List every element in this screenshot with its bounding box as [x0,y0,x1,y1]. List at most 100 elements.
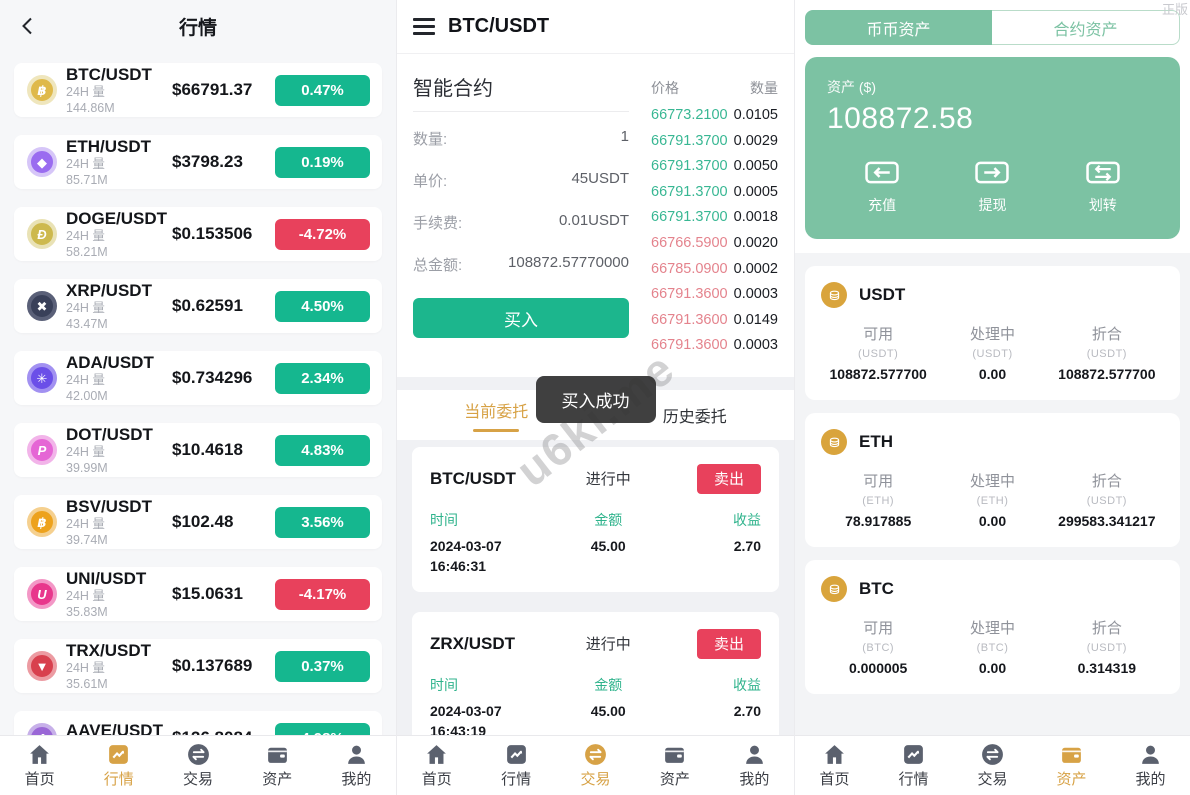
volume-value: 43.47M [66,316,108,331]
market-row-eth[interactable]: ◆ ETH/USDT 24H 量 85.71M $3798.23 0.19% [14,135,382,189]
user-icon [1138,742,1163,767]
book-row[interactable]: 66766.5900 0.0020 [651,234,778,251]
nav-assets[interactable]: 资产 [635,742,714,789]
tab-contract-assets[interactable]: 合约资产 [992,10,1180,45]
nav-assets[interactable]: 资产 [238,742,317,789]
order-amount: 45.00 [590,537,626,554]
order-status: 进行中 [585,636,631,654]
pair-label: UNI/USDT [66,568,147,588]
book-row[interactable]: 66791.3700 0.0029 [651,132,778,149]
assets-tabs: 币币资产 合约资产 [805,10,1180,45]
recharge-button[interactable]: 充值 [827,158,937,215]
transfer-button[interactable]: 划转 [1048,158,1158,215]
book-row[interactable]: 66791.3600 0.0149 [651,311,778,328]
order-profit: 2.70 [733,537,761,554]
volume-label: 24H 量 [66,660,105,675]
price-value: $0.734296 [172,368,253,387]
market-row-trx[interactable]: ▼ TRX/USDT 24H 量 35.61M $0.137689 0.37% [14,639,382,693]
eth-coin-icon: ◆ [27,147,57,177]
book-row[interactable]: 66785.0900 0.0002 [651,260,778,277]
toast-message: 买入成功 [535,376,656,423]
wallet-icon [1059,742,1084,767]
assets-panel: 正版 币币资产 合约资产 资产 ($) 108872.58 充值 提现 划转 U… [795,0,1190,795]
coin-stack-icon [821,576,847,602]
trx-coin-icon: ▼ [27,651,57,681]
asset-cards: USDT 可用 (USDT) 108872.577700 处理中 (USDT) 0.00… [795,253,1190,694]
nav-trade[interactable]: 交易 [158,742,237,789]
volume-value: 85.71M [66,172,108,187]
asset-card-eth[interactable]: ETH 可用 (ETH) 78.917885 处理中 (ETH) 0.00 折合 (USD… [805,413,1180,547]
unit-price-label: 单价: [413,173,448,190]
market-row-ada[interactable]: ✳ ADA/USDT 24H 量 42.00M $0.734296 2.34% [14,351,382,405]
market-row-btc[interactable]: ฿ BTC/USDT 24H 量 144.86M $66791.37 0.47% [14,63,382,117]
back-icon[interactable] [16,14,40,38]
market-row-doge[interactable]: Đ DOGE/USDT 24H 量 58.21M $0.153506 -4.72% [14,207,382,261]
pair-label: DOT/USDT [66,424,153,444]
book-price-header: 价格 [651,80,679,96]
asset-card-usdt[interactable]: USDT 可用 (USDT) 108872.577700 处理中 (USDT) 0.00… [805,266,1180,400]
market-row-bsv[interactable]: ฿ BSV/USDT 24H 量 39.74M $102.48 3.56% [14,495,382,549]
btc-coin-icon: ฿ [27,75,57,105]
ada-coin-icon: ✳ [27,363,57,393]
market-row-dot[interactable]: P DOT/USDT 24H 量 39.99M $10.4618 4.83% [14,423,382,477]
sell-button[interactable]: 卖出 [697,463,761,494]
profit-label: 收益 [733,676,761,693]
tab-coin-assets[interactable]: 币币资产 [805,10,992,45]
wallet-icon [662,742,687,767]
trade-icon [980,742,1005,767]
volume-label: 24H 量 [66,588,105,603]
change-badge: -4.17% [275,578,370,610]
asset-card-btc[interactable]: BTC 可用 (BTC) 0.000005 处理中 (BTC) 0.00 折合 (USDT… [805,560,1180,694]
book-row[interactable]: 66791.3700 0.0005 [651,183,778,200]
nav-trade[interactable]: 交易 [953,742,1032,789]
bsv-coin-icon: ฿ [27,507,57,537]
pair-label: DOGE/USDT [66,208,168,228]
nav-market[interactable]: 行情 [476,742,555,789]
market-row-uni[interactable]: U UNI/USDT 24H 量 35.83M $15.0631 -4.17% [14,567,382,621]
trade-panel: BTC/USDT 智能合约 数量: 1 单价: 45USDT 手续费: 0.01USD… [396,0,795,795]
nav-market[interactable]: 行情 [874,742,953,789]
user-icon [742,742,767,767]
nav-home[interactable]: 首页 [795,742,874,789]
nav-profile[interactable]: 我的 [1111,742,1190,789]
book-row[interactable]: 66791.3700 0.0018 [651,209,778,226]
nav-profile[interactable]: 我的 [715,742,794,789]
nav-profile[interactable]: 我的 [317,742,396,789]
book-row[interactable]: 66773.2100 0.0105 [651,107,778,123]
pair-label: AAVE/USDT [66,720,163,740]
tab-history-orders[interactable]: 历史委托 [662,408,727,426]
buy-button[interactable]: 买入 [413,298,629,338]
book-row[interactable]: 66791.3700 0.0050 [651,158,778,175]
book-row[interactable]: 66791.3600 0.0003 [651,286,778,303]
book-row[interactable]: 66791.3600 0.0003 [651,337,778,354]
trade-icon [583,742,608,767]
change-badge: 3.56% [275,506,370,538]
nav-home[interactable]: 首页 [0,742,79,789]
change-badge: 4.50% [275,290,370,322]
fee-value: 0.01USDT [558,212,629,229]
home-icon [27,742,52,767]
change-badge: 0.19% [275,146,370,178]
assets-summary-card: 资产 ($) 108872.58 充值 提现 划转 [805,57,1180,239]
nav-assets[interactable]: 资产 [1032,742,1111,789]
nav-market[interactable]: 行情 [79,742,158,789]
nav-home[interactable]: 首页 [397,742,476,789]
chart-icon [901,742,926,767]
qty-value[interactable]: 1 [620,128,629,145]
processing-value: 0.00 [978,513,1007,529]
coin-stack-icon [821,429,847,455]
home-icon [424,742,449,767]
volume-value: 58.21M [66,244,108,259]
volume-value: 144.86M [66,100,115,115]
volume-label: 24H 量 [66,156,105,171]
withdraw-button[interactable]: 提现 [937,158,1047,215]
page-title: 行情 [178,17,217,39]
volume-value: 42.00M [66,388,108,403]
market-row-xrp[interactable]: ✖ XRP/USDT 24H 量 43.47M $0.62591 4.50% [14,279,382,333]
dot-coin-icon: P [27,435,57,465]
nav-trade[interactable]: 交易 [556,742,635,789]
sell-button[interactable]: 卖出 [697,628,761,659]
tab-current-orders[interactable]: 当前委托 [397,390,596,440]
menu-icon[interactable] [413,18,435,35]
processing-value: 0.00 [978,366,1007,382]
